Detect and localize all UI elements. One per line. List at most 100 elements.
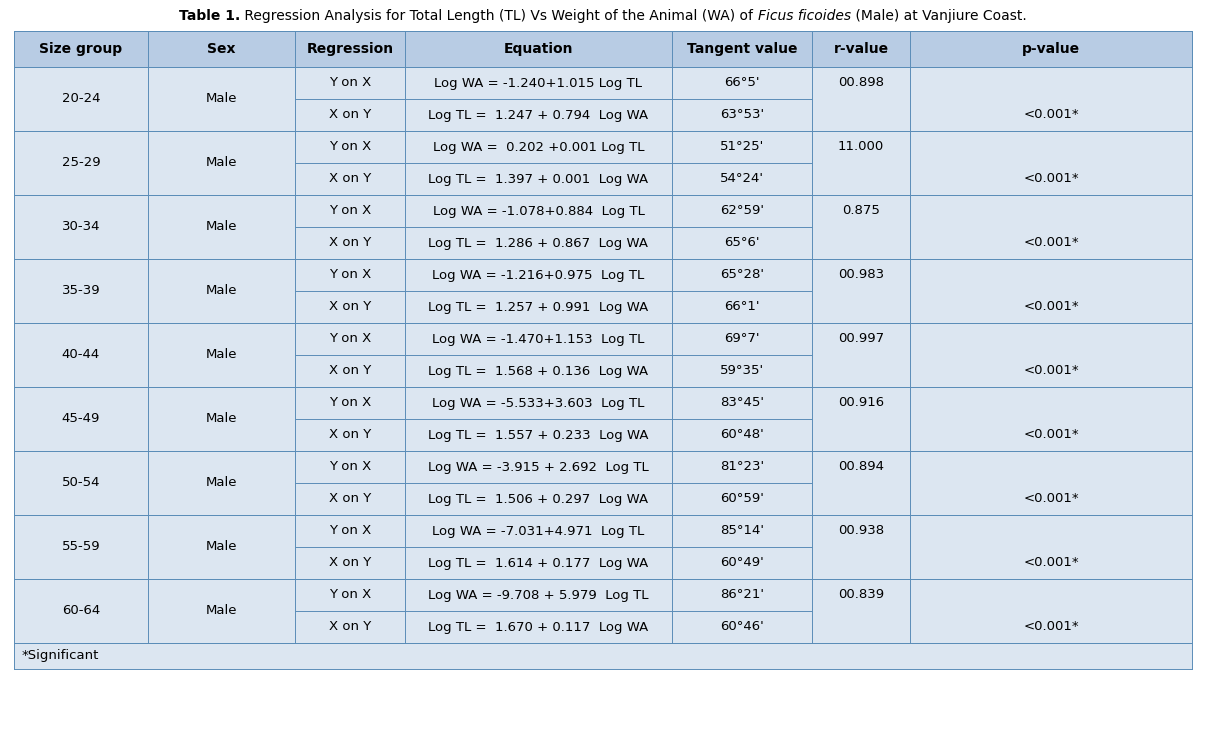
Text: 40-44: 40-44 bbox=[62, 348, 100, 362]
Text: X on Y: X on Y bbox=[329, 365, 371, 377]
Text: 85°14': 85°14' bbox=[720, 524, 763, 538]
Text: 51°25': 51°25' bbox=[720, 141, 765, 154]
Text: p-value: p-value bbox=[1021, 42, 1081, 56]
Text: <0.001*: <0.001* bbox=[1023, 237, 1079, 249]
Text: Y on X: Y on X bbox=[329, 333, 371, 345]
Text: Log WA = -9.708 + 5.979  Log TL: Log WA = -9.708 + 5.979 Log TL bbox=[428, 589, 649, 601]
Text: <0.001*: <0.001* bbox=[1023, 493, 1079, 506]
Text: X on Y: X on Y bbox=[329, 109, 371, 121]
Bar bbox=[14, 323, 1192, 387]
Text: Male: Male bbox=[206, 220, 238, 234]
Text: Male: Male bbox=[206, 92, 238, 106]
Text: Male: Male bbox=[206, 476, 238, 490]
Text: X on Y: X on Y bbox=[329, 557, 371, 569]
Text: 83°45': 83°45' bbox=[720, 396, 763, 410]
Text: 66°1': 66°1' bbox=[725, 300, 760, 314]
Text: Regression: Regression bbox=[306, 42, 393, 56]
Text: 60°49': 60°49' bbox=[720, 557, 763, 569]
Text: Y on X: Y on X bbox=[329, 524, 371, 538]
Text: X on Y: X on Y bbox=[329, 300, 371, 314]
Text: 59°35': 59°35' bbox=[720, 365, 765, 377]
Bar bbox=[14, 259, 1192, 323]
Text: X on Y: X on Y bbox=[329, 237, 371, 249]
Text: Log TL =  1.506 + 0.297  Log WA: Log TL = 1.506 + 0.297 Log WA bbox=[428, 493, 649, 506]
Text: Equation: Equation bbox=[504, 42, 573, 56]
Text: Regression Analysis for Total Length (TL) Vs Weight of the Animal (WA) of: Regression Analysis for Total Length (TL… bbox=[240, 9, 757, 23]
Text: 35-39: 35-39 bbox=[62, 285, 100, 297]
Text: (Male) at Vanjiure Coast.: (Male) at Vanjiure Coast. bbox=[851, 9, 1026, 23]
Text: Y on X: Y on X bbox=[329, 204, 371, 217]
Text: Y on X: Y on X bbox=[329, 141, 371, 154]
Text: Log WA = -7.031+4.971  Log TL: Log WA = -7.031+4.971 Log TL bbox=[433, 524, 645, 538]
Bar bbox=[14, 195, 1192, 259]
Text: 00.898: 00.898 bbox=[838, 76, 884, 89]
Text: Log WA = -1.240+1.015 Log TL: Log WA = -1.240+1.015 Log TL bbox=[434, 76, 643, 89]
Bar bbox=[14, 451, 1192, 515]
Text: 81°23': 81°23' bbox=[720, 461, 765, 473]
Text: Log WA = -3.915 + 2.692  Log TL: Log WA = -3.915 + 2.692 Log TL bbox=[428, 461, 649, 473]
Text: *Significant: *Significant bbox=[22, 649, 99, 663]
Text: <0.001*: <0.001* bbox=[1023, 557, 1079, 569]
Text: 25-29: 25-29 bbox=[62, 157, 100, 169]
Text: 55-59: 55-59 bbox=[62, 541, 100, 554]
Text: Male: Male bbox=[206, 285, 238, 297]
Bar bbox=[14, 579, 1192, 643]
Text: 65°6': 65°6' bbox=[725, 237, 760, 249]
Text: 86°21': 86°21' bbox=[720, 589, 763, 601]
Text: Size group: Size group bbox=[40, 42, 123, 56]
Text: Y on X: Y on X bbox=[329, 461, 371, 473]
Bar bbox=[14, 643, 1192, 669]
Bar bbox=[14, 31, 1192, 67]
Bar bbox=[14, 131, 1192, 195]
Text: Log TL =  1.397 + 0.001  Log WA: Log TL = 1.397 + 0.001 Log WA bbox=[428, 172, 649, 186]
Text: Log TL =  1.557 + 0.233  Log WA: Log TL = 1.557 + 0.233 Log WA bbox=[428, 428, 649, 441]
Text: 66°5': 66°5' bbox=[725, 76, 760, 89]
Text: 60-64: 60-64 bbox=[62, 604, 100, 617]
Text: Y on X: Y on X bbox=[329, 396, 371, 410]
Text: <0.001*: <0.001* bbox=[1023, 109, 1079, 121]
Bar bbox=[14, 67, 1192, 131]
Text: Y on X: Y on X bbox=[329, 589, 371, 601]
Text: Log WA =  0.202 +0.001 Log TL: Log WA = 0.202 +0.001 Log TL bbox=[433, 141, 644, 154]
Text: Log WA = -5.533+3.603  Log TL: Log WA = -5.533+3.603 Log TL bbox=[432, 396, 645, 410]
Text: 50-54: 50-54 bbox=[62, 476, 100, 490]
Text: 20-24: 20-24 bbox=[62, 92, 100, 106]
Text: r-value: r-value bbox=[833, 42, 889, 56]
Text: 69°7': 69°7' bbox=[725, 333, 760, 345]
Text: X on Y: X on Y bbox=[329, 620, 371, 634]
Text: Log TL =  1.247 + 0.794  Log WA: Log TL = 1.247 + 0.794 Log WA bbox=[428, 109, 649, 121]
Text: X on Y: X on Y bbox=[329, 493, 371, 506]
Text: Male: Male bbox=[206, 348, 238, 362]
Text: Y on X: Y on X bbox=[329, 76, 371, 89]
Text: Tangent value: Tangent value bbox=[686, 42, 797, 56]
Text: 45-49: 45-49 bbox=[62, 413, 100, 425]
Text: 00.894: 00.894 bbox=[838, 461, 884, 473]
Text: Ficus ficoides: Ficus ficoides bbox=[757, 9, 851, 23]
Text: 30-34: 30-34 bbox=[62, 220, 100, 234]
Text: Male: Male bbox=[206, 413, 238, 425]
Text: 11.000: 11.000 bbox=[838, 141, 884, 154]
Text: <0.001*: <0.001* bbox=[1023, 620, 1079, 634]
Text: <0.001*: <0.001* bbox=[1023, 300, 1079, 314]
Text: 00.983: 00.983 bbox=[838, 268, 884, 282]
Text: Y on X: Y on X bbox=[329, 268, 371, 282]
Text: Log TL =  1.286 + 0.867  Log WA: Log TL = 1.286 + 0.867 Log WA bbox=[428, 237, 649, 249]
Text: X on Y: X on Y bbox=[329, 428, 371, 441]
Text: Log WA = -1.470+1.153  Log TL: Log WA = -1.470+1.153 Log TL bbox=[432, 333, 645, 345]
Text: 54°24': 54°24' bbox=[720, 172, 763, 186]
Text: Log TL =  1.257 + 0.991  Log WA: Log TL = 1.257 + 0.991 Log WA bbox=[428, 300, 649, 314]
Text: 60°46': 60°46' bbox=[720, 620, 763, 634]
Text: 60°48': 60°48' bbox=[720, 428, 763, 441]
Text: X on Y: X on Y bbox=[329, 172, 371, 186]
Text: 62°59': 62°59' bbox=[720, 204, 763, 217]
Text: <0.001*: <0.001* bbox=[1023, 428, 1079, 441]
Bar bbox=[14, 387, 1192, 451]
Text: 00.997: 00.997 bbox=[838, 333, 884, 345]
Text: <0.001*: <0.001* bbox=[1023, 365, 1079, 377]
Text: Male: Male bbox=[206, 157, 238, 169]
Text: Sex: Sex bbox=[207, 42, 235, 56]
Bar bbox=[14, 515, 1192, 579]
Text: 00.916: 00.916 bbox=[838, 396, 884, 410]
Text: Log TL =  1.568 + 0.136  Log WA: Log TL = 1.568 + 0.136 Log WA bbox=[428, 365, 649, 377]
Text: Log TL =  1.614 + 0.177  Log WA: Log TL = 1.614 + 0.177 Log WA bbox=[428, 557, 649, 569]
